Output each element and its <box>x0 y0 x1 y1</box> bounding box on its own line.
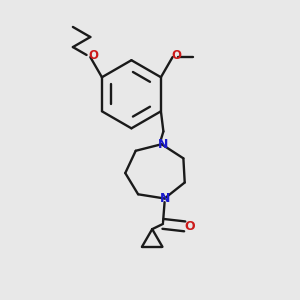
Text: N: N <box>159 192 170 205</box>
Text: N: N <box>158 138 168 151</box>
Text: O: O <box>184 220 195 233</box>
Text: O: O <box>171 49 181 62</box>
Text: O: O <box>88 49 98 62</box>
